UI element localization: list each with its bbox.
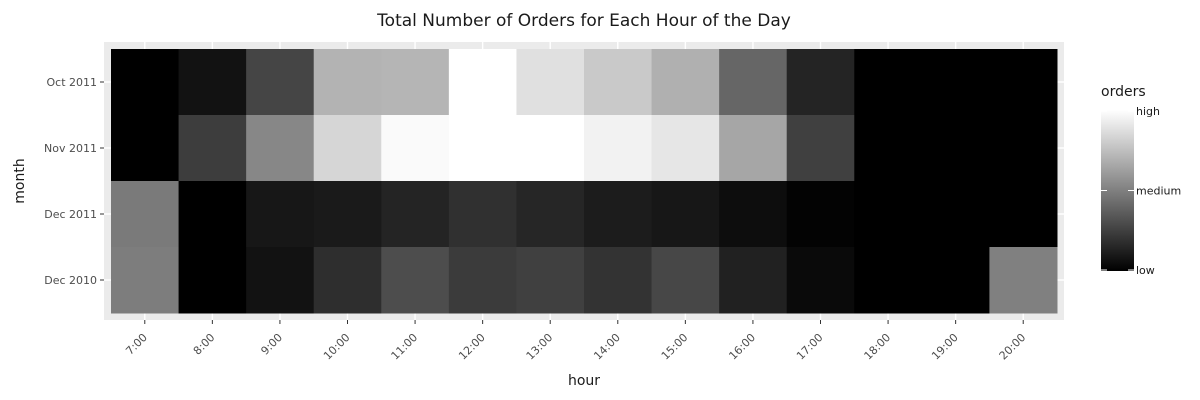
heatmap-cell-1-2: [246, 115, 315, 182]
x-axis-title: hour: [568, 373, 600, 389]
heatmap-cell-0-3: [313, 49, 382, 116]
heatmap-cell-3-13: [989, 247, 1058, 314]
heatmap-cell-1-6: [516, 115, 585, 182]
heatmap-cell-3-3: [313, 247, 382, 314]
heatmap-cell-0-13: [989, 49, 1058, 116]
heatmap-cell-3-12: [921, 247, 990, 314]
x-axis: 7:00 8:00 9:00 10:00 11:00 12:00 13:00 14:00 15:…: [123, 320, 1028, 363]
heatmap-cell-1-1: [178, 115, 247, 182]
x-tick-label: 19:00: [929, 331, 961, 363]
heatmap-cell-3-10: [786, 247, 855, 314]
heatmap-cell-1-7: [584, 115, 653, 182]
x-tick-label: 17:00: [794, 331, 826, 363]
heatmap-cell-2-0: [111, 181, 180, 248]
heatmap-cell-3-9: [719, 247, 788, 314]
heatmap-cell-1-4: [381, 115, 450, 182]
legend-title: orders: [1101, 84, 1146, 100]
heatmap-cell-0-7: [584, 49, 653, 116]
heatmap-cell-2-8: [651, 181, 720, 248]
heatmap-cell-2-7: [584, 181, 653, 248]
x-tick-label: 13:00: [524, 331, 556, 363]
x-tick-label: 14:00: [591, 331, 623, 363]
legend: orders high medium low: [1101, 84, 1181, 277]
heatmap-cell-0-6: [516, 49, 585, 116]
heatmap-cell-2-10: [786, 181, 855, 248]
x-tick-label: 15:00: [659, 331, 691, 363]
y-tick-label: Dec 2010: [44, 274, 97, 287]
heatmap-cell-1-0: [111, 115, 180, 182]
heatmap-cell-1-8: [651, 115, 720, 182]
y-axis: Oct 2011 Nov 2011 Dec 2011 Dec 2010: [44, 76, 104, 287]
heatmap-cell-2-12: [921, 181, 990, 248]
heatmap-cell-0-0: [111, 49, 180, 116]
heatmap-cell-3-0: [111, 247, 180, 314]
x-tick-label: 7:00: [123, 331, 150, 358]
heatmap-cell-0-10: [786, 49, 855, 116]
x-tick-label: 11:00: [389, 331, 421, 363]
heatmap-cell-1-11: [854, 115, 923, 182]
legend-label-medium: medium: [1136, 185, 1181, 198]
heatmap-cell-2-13: [989, 181, 1058, 248]
y-axis-title: month: [12, 158, 28, 203]
y-tick-label: Nov 2011: [44, 142, 97, 155]
heatmap-cell-1-3: [313, 115, 382, 182]
heatmap-cell-2-11: [854, 181, 923, 248]
heatmap-cell-1-9: [719, 115, 788, 182]
heatmap-cell-0-12: [921, 49, 990, 116]
heatmap-cell-2-1: [178, 181, 247, 248]
legend-label-high: high: [1136, 105, 1160, 118]
heatmap-cell-1-5: [448, 115, 517, 182]
x-tick-label: 12:00: [456, 331, 488, 363]
x-tick-label: 8:00: [191, 331, 218, 358]
heatmap-cell-0-5: [448, 49, 517, 116]
heatmap-cell-0-2: [246, 49, 315, 116]
x-tick-label: 18:00: [862, 331, 894, 363]
heatmap-cell-0-11: [854, 49, 923, 116]
heatmap-cell-3-1: [178, 247, 247, 314]
heatmap-cell-3-7: [584, 247, 653, 314]
heatmap-cell-1-13: [989, 115, 1058, 182]
heatmap-cell-0-9: [719, 49, 788, 116]
x-tick-label: 20:00: [997, 331, 1029, 363]
heatmap-cell-3-2: [246, 247, 315, 314]
heatmap-cell-0-8: [651, 49, 720, 116]
heatmap-cell-2-9: [719, 181, 788, 248]
heatmap-cell-2-4: [381, 181, 450, 248]
heatmap-cell-1-12: [921, 115, 990, 182]
heatmap-cell-3-5: [448, 247, 517, 314]
legend-label-low: low: [1136, 264, 1155, 277]
x-tick-label: 10:00: [321, 331, 353, 363]
y-tick-label: Oct 2011: [46, 76, 97, 89]
heatmap-cell-3-6: [516, 247, 585, 314]
y-tick-label: Dec 2011: [44, 208, 97, 221]
heatmap-cell-1-10: [786, 115, 855, 182]
heatmap-cell-0-4: [381, 49, 450, 116]
legend-ticks: high medium low: [1101, 105, 1181, 277]
heatmap-cell-2-3: [313, 181, 382, 248]
heatmap-cells: [111, 49, 1058, 314]
heatmap-cell-2-2: [246, 181, 315, 248]
x-tick-label: 9:00: [258, 331, 285, 358]
chart-title: Total Number of Orders for Each Hour of …: [376, 11, 791, 31]
x-tick-label: 16:00: [726, 331, 758, 363]
heatmap-cell-3-4: [381, 247, 450, 314]
heatmap-cell-2-6: [516, 181, 585, 248]
heatmap-cell-3-11: [854, 247, 923, 314]
heatmap-cell-0-1: [178, 49, 247, 116]
heatmap-cell-3-8: [651, 247, 720, 314]
heatmap-cell-2-5: [448, 181, 517, 248]
